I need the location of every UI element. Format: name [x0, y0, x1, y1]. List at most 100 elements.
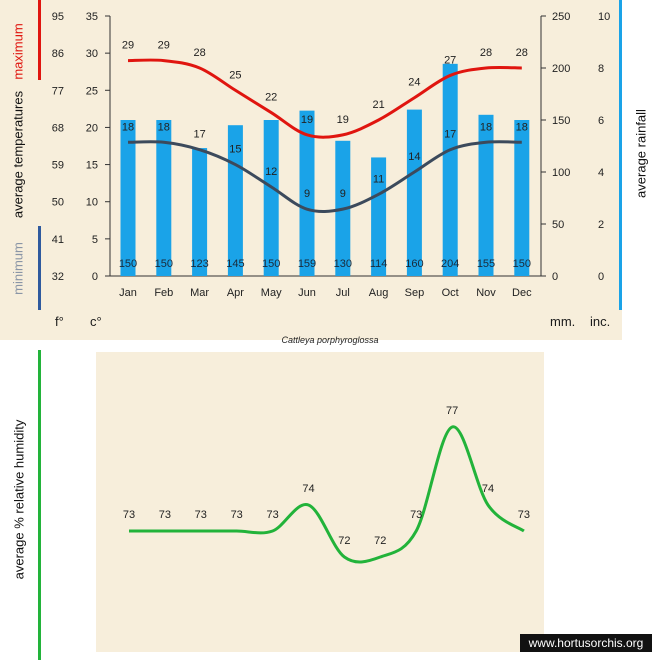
- month-tick-label: Apr: [227, 287, 244, 299]
- rainfall-data-label: 130: [334, 258, 352, 270]
- humidity-chart-panel: [96, 352, 544, 652]
- humidity-line: [129, 425, 525, 564]
- max-temp-data-label: 19: [337, 114, 349, 126]
- max-temp-data-label: 21: [372, 99, 384, 111]
- f-tick-label: 95: [52, 11, 64, 23]
- rainfall-data-label: 160: [405, 258, 423, 270]
- rain-indicator-bar: [619, 0, 622, 310]
- max-temp-data-label: 22: [265, 92, 277, 104]
- max-temp-data-label: 28: [193, 47, 205, 59]
- max-temp-data-label: 29: [122, 40, 134, 52]
- mm-tick-label: 100: [552, 167, 570, 179]
- mm-tick-label: 150: [552, 115, 570, 127]
- inc-tick-label: 2: [598, 219, 604, 231]
- f-tick-label: 32: [52, 271, 64, 283]
- rainfall-data-label: 150: [513, 258, 531, 270]
- humidity-data-label: 73: [231, 509, 243, 521]
- min-temp-data-label: 17: [193, 129, 205, 141]
- f-tick-label: 68: [52, 122, 64, 134]
- min-temp-data-label: 15: [229, 144, 241, 156]
- month-tick-label: Jul: [336, 287, 350, 299]
- min-temp-line: [127, 140, 522, 213]
- unit-c: c°: [90, 314, 102, 329]
- rainfall-data-label: 123: [190, 258, 208, 270]
- rainfall-data-label: 114: [370, 258, 388, 270]
- min-temp-data-label: 9: [304, 188, 310, 200]
- month-tick-label: Jun: [298, 287, 316, 299]
- f-tick-label: 77: [52, 85, 64, 97]
- max-temp-data-label: 27: [444, 54, 456, 66]
- mm-tick-label: 200: [552, 63, 570, 75]
- rainfall-bar: [478, 114, 494, 276]
- month-tick-label: Sep: [405, 287, 425, 299]
- min-temp-data-label: 18: [480, 121, 492, 133]
- month-tick-label: May: [261, 287, 282, 299]
- rainfall-bar: [371, 157, 387, 276]
- inc-tick-label: 4: [598, 167, 604, 179]
- inc-tick-label: 8: [598, 63, 604, 75]
- min-temp-data-label: 12: [265, 166, 277, 178]
- watermark: www.hortusorchis.org: [520, 634, 652, 652]
- rainfall-data-label: 204: [441, 258, 459, 270]
- min-temp-data-label: 11: [373, 173, 384, 185]
- c-tick-label: 0: [92, 271, 98, 283]
- f-tick-label: 59: [52, 160, 64, 172]
- max-temp-data-label: 24: [408, 77, 420, 89]
- c-tick-label: 35: [86, 11, 98, 23]
- humidity-data-label: 73: [123, 509, 135, 521]
- rainfall-data-label: 150: [119, 258, 137, 270]
- c-tick-label: 30: [86, 48, 98, 60]
- rainfall-data-label: 145: [226, 258, 244, 270]
- c-tick-label: 5: [92, 234, 98, 246]
- rainfall-bar: [406, 109, 422, 276]
- rainfall-data-label: 155: [477, 258, 495, 270]
- unit-f: f°: [55, 314, 64, 329]
- rainfall-bar: [442, 63, 458, 277]
- month-tick-label: Nov: [476, 287, 496, 299]
- rainfall-data-label: 159: [298, 258, 316, 270]
- month-tick-label: Feb: [154, 287, 173, 299]
- max-temp-data-label: 28: [516, 47, 528, 59]
- max-temp-line: [127, 58, 522, 139]
- rainfall-bar: [263, 120, 279, 276]
- humidity-data-label: 74: [482, 483, 494, 495]
- max-temp-data-label: 28: [480, 47, 492, 59]
- mm-tick-label: 50: [552, 219, 564, 231]
- max-temp-data-label: 29: [158, 40, 170, 52]
- month-tick-label: Mar: [190, 287, 209, 299]
- c-tick-label: 25: [86, 85, 98, 97]
- mm-tick-label: 250: [552, 11, 570, 23]
- humidity-data-label: 72: [374, 535, 386, 547]
- f-tick-label: 50: [52, 197, 64, 209]
- max-indicator-bar: [38, 0, 41, 80]
- min-temp-data-label: 17: [444, 129, 456, 141]
- unit-mm: mm.: [550, 314, 576, 329]
- species-caption: Cattleya porphyroglossa: [281, 335, 379, 345]
- humidity-data-label: 73: [410, 509, 422, 521]
- max-temp-data-label: 19: [301, 114, 313, 126]
- f-tick-label: 86: [52, 48, 64, 60]
- humidity-indicator-bar: [38, 350, 41, 660]
- min-temp-data-label: 14: [408, 151, 420, 163]
- rainfall-bar: [299, 110, 315, 276]
- rainfall-data-label: 150: [155, 258, 173, 270]
- c-tick-label: 15: [86, 160, 98, 172]
- month-tick-label: Aug: [369, 287, 389, 299]
- c-tick-label: 10: [86, 197, 98, 209]
- humidity-data-label: 74: [302, 483, 314, 495]
- unit-inc: inc.: [590, 314, 611, 329]
- inc-tick-label: 6: [598, 115, 604, 127]
- humidity-data-label: 72: [338, 535, 350, 547]
- humidity-data-label: 73: [195, 509, 207, 521]
- rainfall-bar: [120, 120, 136, 276]
- inc-tick-label: 10: [598, 11, 610, 23]
- humidity-data-label: 73: [159, 509, 171, 521]
- max-temp-data-label: 25: [229, 69, 241, 81]
- min-temp-data-label: 18: [158, 121, 170, 133]
- rainfall-bar: [514, 120, 530, 276]
- month-tick-label: Oct: [442, 287, 459, 299]
- inc-tick-label: 0: [598, 271, 604, 283]
- rainfall-bar: [156, 120, 172, 276]
- f-tick-label: 41: [52, 234, 64, 246]
